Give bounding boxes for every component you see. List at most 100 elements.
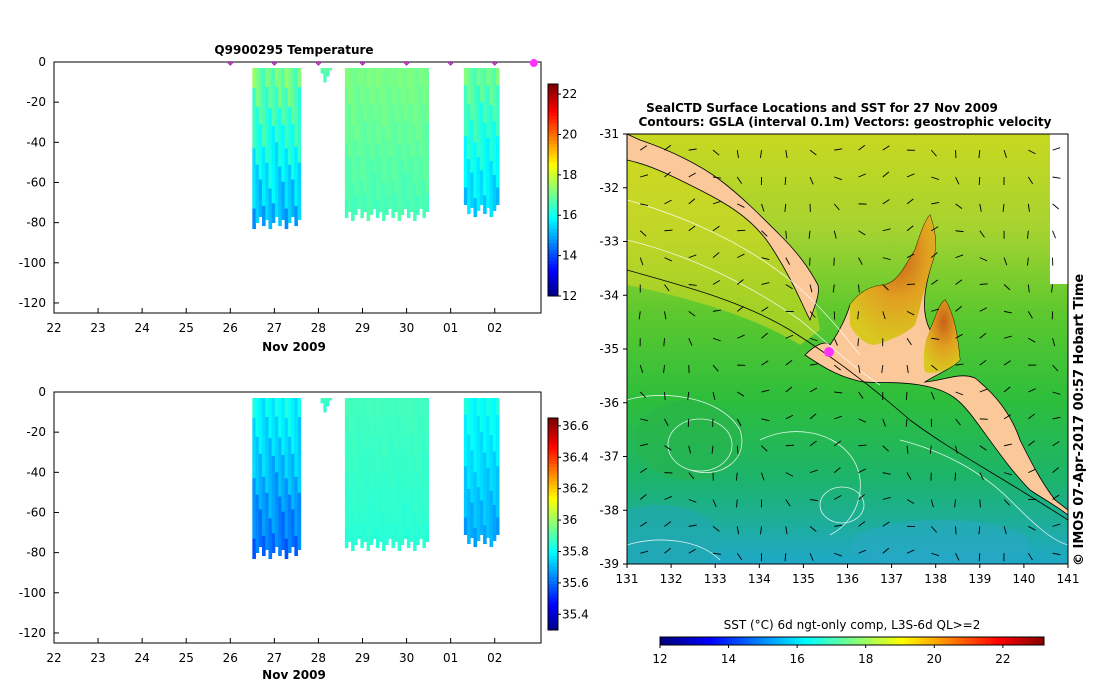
data-cell — [326, 405, 330, 407]
data-cell — [278, 205, 282, 227]
data-cell — [320, 72, 324, 74]
data-cell — [372, 450, 377, 469]
data-cell — [375, 398, 380, 418]
map-title-line2: Contours: GSLA (interval 0.1m) Vectors: … — [639, 115, 1052, 129]
eddy-patch — [627, 505, 720, 564]
data-cell — [492, 103, 497, 122]
colorbar-step — [548, 524, 558, 529]
data-cell — [326, 401, 330, 403]
data-cell — [347, 193, 352, 212]
colorbar-tick-label: 12 — [652, 652, 667, 666]
data-cell — [385, 122, 389, 142]
data-cell — [495, 466, 500, 484]
data-cell — [422, 454, 426, 474]
velocity-vector — [736, 552, 743, 561]
data-cell — [483, 195, 487, 215]
colorbar-step — [1039, 637, 1045, 645]
data-cell — [470, 120, 474, 139]
data-cell — [366, 417, 371, 437]
velocity-vector — [858, 494, 866, 500]
colorbar-step — [548, 182, 558, 187]
velocity-vector — [760, 150, 762, 159]
velocity-vector — [1003, 257, 1008, 266]
data-cell — [388, 415, 392, 434]
data-cell — [323, 408, 327, 411]
data-cell — [489, 509, 494, 529]
data-cell — [406, 198, 411, 219]
colorbar-step — [548, 144, 558, 149]
velocity-vector — [1052, 230, 1056, 239]
data-cell — [483, 507, 487, 526]
velocity-vector — [906, 499, 915, 504]
data-cell — [291, 528, 295, 548]
velocity-vector — [785, 334, 794, 339]
data-cell — [385, 104, 389, 124]
velocity-vector — [712, 200, 721, 205]
data-cell — [391, 124, 395, 144]
data-cell — [406, 124, 411, 144]
data-cell — [382, 531, 386, 552]
data-cell — [492, 504, 497, 524]
data-cell — [410, 487, 414, 507]
data-cell — [252, 108, 256, 129]
data-cell — [347, 157, 352, 177]
data-cell — [473, 509, 478, 529]
velocity-vector — [955, 279, 963, 285]
data-cell — [344, 142, 349, 162]
x-tick-label: 28 — [311, 651, 326, 665]
data-cell — [416, 434, 420, 454]
data-cell — [274, 105, 279, 125]
data-cell — [287, 398, 292, 418]
data-cell — [281, 143, 286, 164]
data-cell — [258, 68, 263, 87]
data-cell — [422, 180, 426, 200]
colorbar-step — [548, 175, 558, 180]
data-cell — [357, 415, 361, 434]
data-cell — [483, 470, 487, 490]
data-cell — [416, 68, 420, 87]
data-cell — [262, 417, 266, 438]
data-cell — [382, 144, 386, 164]
data-cell — [492, 174, 497, 194]
colorbar-step — [712, 637, 719, 645]
data-cell — [323, 401, 327, 404]
data-cell — [354, 196, 358, 216]
data-cell — [347, 487, 352, 507]
data-cell — [391, 454, 395, 474]
colorbar-step — [548, 115, 558, 120]
data-cell — [284, 398, 289, 419]
data-cell — [265, 492, 269, 513]
data-cell — [483, 416, 487, 435]
data-cell — [378, 505, 383, 525]
data-cell — [274, 123, 279, 143]
data-cell — [252, 188, 256, 209]
data-cell — [258, 86, 263, 106]
colorbar-step — [1015, 637, 1021, 645]
data-cell — [320, 69, 324, 71]
data-cell — [479, 119, 484, 137]
velocity-vector — [809, 440, 817, 447]
velocity-vector — [663, 365, 665, 374]
x-tick-label: 29 — [355, 321, 370, 335]
velocity-vector — [809, 499, 818, 502]
velocity-vector — [882, 521, 890, 527]
velocity-vector — [737, 334, 745, 339]
data-cell — [366, 68, 371, 88]
velocity-vector — [760, 526, 762, 535]
data-cell — [326, 398, 330, 400]
data-cell — [344, 398, 349, 418]
velocity-vector — [906, 338, 912, 346]
data-cell — [388, 485, 392, 504]
data-cell — [351, 417, 355, 437]
velocity-vector — [979, 230, 985, 238]
colorbar-step — [548, 499, 558, 504]
velocity-vector — [1003, 149, 1007, 158]
data-cell — [410, 523, 414, 542]
data-cell — [425, 523, 430, 542]
velocity-vector — [1052, 552, 1061, 556]
data-cell — [425, 415, 430, 435]
velocity-vector — [688, 254, 697, 259]
temperature-plot: Q9900295 Temperature 22 23 24 25 26 27 28 29 30 0… — [19, 43, 578, 354]
data-cell — [274, 435, 279, 455]
colorbar-step — [548, 94, 558, 99]
